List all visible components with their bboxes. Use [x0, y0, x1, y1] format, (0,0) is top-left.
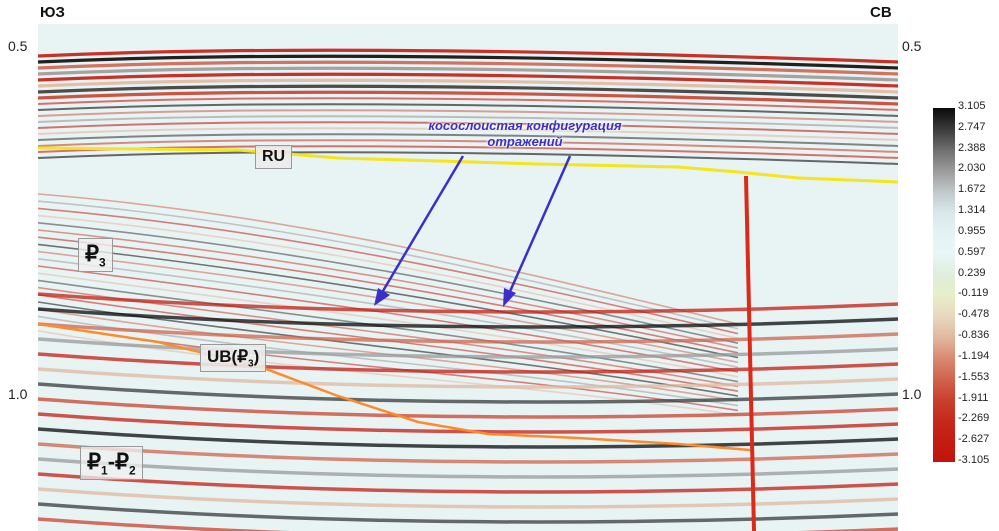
p2-sub: 2: [129, 463, 136, 478]
colorbar-tick: 0.597: [958, 245, 986, 258]
arrow-left-head: [374, 288, 390, 306]
reflector-lower: [38, 457, 898, 479]
reflector-lower: [38, 487, 898, 509]
fault-line: [744, 175, 756, 531]
reflector-upper: [38, 90, 898, 106]
colorbar-tick: -1.911: [958, 391, 989, 404]
ub-symbol: ₽: [237, 347, 249, 366]
p1-symbol: ₽: [87, 449, 101, 474]
reflector-lower: [38, 322, 898, 344]
reflector-lower: [38, 412, 898, 434]
annotation-line-2: отражений: [487, 134, 563, 149]
p3-sub: 3: [99, 255, 106, 270]
horizon-ub-label: UB(₽3): [200, 344, 267, 373]
reflector-lower: [38, 382, 898, 404]
reflector-upper: [38, 127, 898, 141]
time-tick-left-1-0: 1.0: [8, 386, 28, 402]
reflector-upper: [38, 139, 898, 153]
colorbar-tick: -0.836: [958, 329, 990, 342]
horizon-p1-p2-label: ₽1-₽2: [80, 446, 143, 481]
reflector-clinoform: [38, 265, 739, 373]
p1-sub: 1: [101, 463, 108, 478]
ub-sub: 3: [248, 358, 254, 370]
reflector-lower: [38, 367, 898, 389]
colorbar-tick: -2.269: [958, 412, 990, 425]
reflector-upper: [38, 103, 898, 117]
ub-close: ): [253, 347, 260, 366]
time-tick-left-0-5: 0.5: [8, 38, 28, 54]
reflector-clinoform: [38, 258, 739, 368]
reflector-upper: [38, 78, 898, 94]
reflector-clinoform: [38, 243, 739, 359]
time-tick-right-1-0: 1.0: [902, 386, 922, 402]
annotation-line-1: косослоистая конфигурация: [428, 118, 622, 133]
reflector-lower: [38, 352, 898, 374]
reflector-upper: [38, 109, 898, 123]
p3-symbol: ₽: [85, 241, 99, 266]
colorbar-tick: -0.478: [958, 308, 990, 321]
colorbar-tick: 1.672: [958, 183, 986, 196]
reflector-clinoform: [38, 236, 739, 354]
horizon-ub-line: [38, 322, 751, 452]
reflector-lower: [38, 502, 898, 524]
colorbar-tick: -2.627: [958, 433, 990, 446]
arrow-right-head: [503, 288, 516, 307]
time-tick-right-0-5: 0.5: [902, 38, 922, 54]
reflector-lower: [38, 292, 898, 314]
horizon-ru-line: [38, 146, 898, 184]
reflector-upper: [38, 66, 898, 82]
colorbar-tick: 2.388: [958, 141, 986, 154]
reflector-lower: [38, 397, 898, 419]
reflector-upper: [38, 84, 898, 100]
colorbar-tick: 2.747: [958, 120, 986, 133]
reflector-lower: [38, 337, 898, 359]
ub-text: UB(: [207, 347, 238, 366]
colorbar-tick: -1.553: [958, 370, 990, 383]
direction-right-label: СВ: [870, 4, 892, 21]
reflector-clinoform: [38, 214, 739, 340]
reflector-clinoform: [38, 193, 739, 325]
colorbar-tick: 3.105: [958, 100, 986, 112]
arrow-right: [506, 155, 572, 297]
reflector-lower: [38, 442, 898, 464]
reflector-upper: [38, 151, 898, 165]
arrow-left: [378, 155, 465, 297]
direction-left-label: ЮЗ: [40, 4, 65, 21]
reflector-lower: [38, 307, 898, 329]
reflector-upper: [38, 72, 898, 88]
reflector-lower: [38, 472, 898, 494]
reflection-annotation: косослоистая конфигурация отражений: [380, 118, 670, 150]
reflector-upper: [38, 97, 898, 111]
colorbar-tick: 0.955: [958, 224, 986, 237]
reflector-upper: [38, 60, 898, 76]
reflector-upper: [38, 48, 898, 64]
colorbar-tick: 1.314: [958, 204, 986, 217]
seismic-section: [38, 24, 898, 531]
reflector-lower: [38, 427, 898, 449]
horizon-ru-label: RU: [255, 145, 293, 169]
reflector-upper: [38, 115, 898, 129]
colorbar-tick: -0.119: [958, 287, 989, 300]
colorbar-tick: 0.239: [958, 266, 986, 279]
reflector-upper: [38, 54, 898, 70]
colorbar-tick: -1.194: [958, 349, 990, 362]
reflector-clinoform: [38, 222, 739, 344]
colorbar-tick: -3.105: [958, 454, 990, 466]
reflector-clinoform: [38, 200, 739, 330]
p2-symbol: ₽: [115, 449, 130, 474]
colorbar-tick: 2.030: [958, 162, 986, 175]
reflector-upper: [38, 133, 898, 147]
amplitude-colorbar: [933, 108, 955, 462]
reflector-clinoform: [38, 272, 739, 378]
p12-dash: -: [107, 449, 116, 474]
reflector-upper: [38, 121, 898, 135]
reflector-lower: [38, 517, 898, 531]
horizon-p3-label: ₽3: [78, 238, 113, 273]
